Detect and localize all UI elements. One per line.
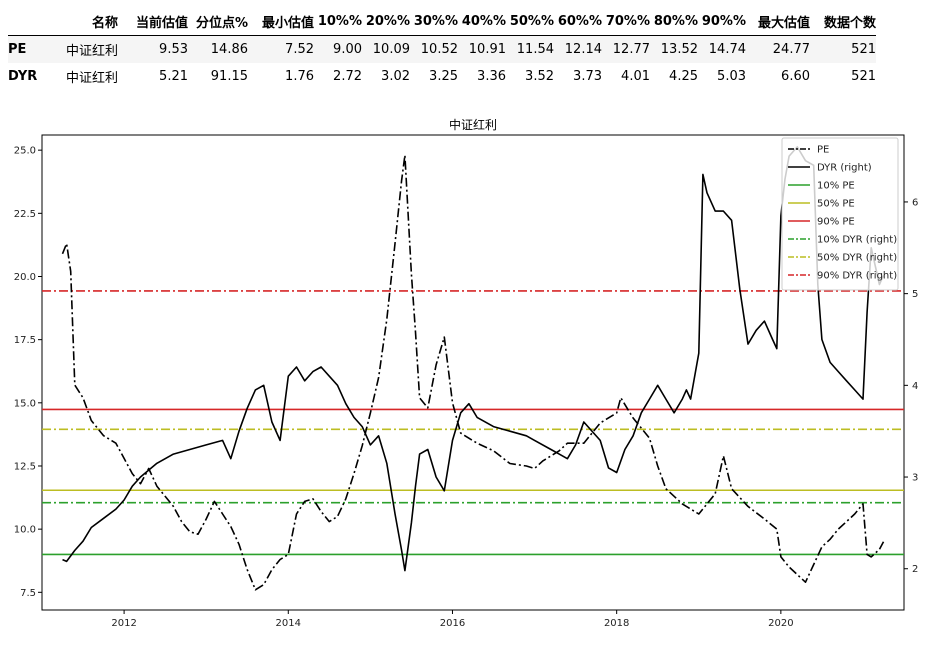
column-header: 名称: [52, 8, 118, 36]
table-cell: 3.02: [381, 69, 410, 84]
column-header: 80%%: [650, 8, 698, 36]
legend-label: PE: [817, 145, 829, 156]
legend-label: 90% DYR (right): [817, 271, 897, 282]
legend-label: 10% PE: [817, 181, 855, 192]
table-cell: 24.77: [746, 35, 810, 63]
y-right-tick-label: 2: [912, 564, 918, 575]
table-cell: 12.14: [554, 35, 602, 63]
column-header: 当前估值: [118, 8, 188, 36]
table-cell: 5.03: [717, 69, 746, 84]
column-header: 90%%: [698, 8, 746, 36]
column-header: 30%%: [410, 8, 458, 36]
table-cell: 中证红利: [65, 71, 118, 86]
table-cell: 3.25: [429, 69, 458, 84]
legend-label: 50% PE: [817, 199, 855, 210]
y-left-tick-label: 12.5: [14, 461, 36, 472]
y-left-tick-label: 25.0: [14, 146, 36, 157]
table-cell: 13.52: [650, 35, 698, 63]
column-header: 50%%: [506, 8, 554, 36]
table-cell: 10.91: [458, 35, 506, 63]
column-header: 60%%: [554, 8, 602, 36]
table-header-row: 名称 当前估值 分位点% 最小估值 10%% 20%% 30%% 40%% 50%% 60%% 70…: [8, 8, 876, 36]
table-cell: 91.15: [210, 69, 248, 84]
column-header: 70%%: [602, 8, 650, 36]
table-cell: 6.60: [781, 69, 810, 84]
valuation-chart: 中证红利 2012 2014 2016 2018 2020 7.5 10.0 12.5 15.0 1…: [14, 117, 919, 629]
column-header: 数据个数: [810, 8, 876, 36]
column-header: 40%%: [458, 8, 506, 36]
column-header: 10%%: [314, 8, 362, 36]
table-cell: 14.74: [698, 35, 746, 63]
table-cell: 9.53: [118, 35, 188, 63]
x-tick-label: 2018: [604, 618, 629, 629]
legend-box: [781, 137, 899, 291]
x-tick-label: 2016: [440, 618, 465, 629]
table-row: PE 中证红利 9.53 14.86 7.52 9.00 10.09 10.52 10.91 11…: [8, 35, 876, 63]
table-cell: 3.52: [525, 69, 554, 84]
table-cell: 7.52: [248, 35, 314, 63]
legend-label: DYR (right): [817, 163, 872, 174]
y-left-tick-label: 22.5: [14, 209, 36, 220]
y-right-tick-label: 5: [912, 289, 918, 300]
table-cell: 中证红利: [52, 35, 118, 63]
table-cell: 9.00: [314, 35, 362, 63]
table-cell: 521: [810, 35, 876, 63]
header-blank: [8, 8, 52, 36]
table-cell: 10.09: [362, 35, 410, 63]
legend-label: 90% PE: [817, 217, 855, 228]
y-left-tick-label: 7.5: [20, 588, 36, 599]
table-cell: 11.54: [506, 35, 554, 63]
table-row: DYR 中证红利 5.21 91.15 1.76 2.72 3.02 3.25 3.36 3.52…: [8, 63, 876, 90]
x-tick-label: 2014: [276, 618, 301, 629]
table-cell: 3.36: [477, 69, 506, 84]
table-cell: 10.52: [410, 35, 458, 63]
legend: PE DYR (right) 10% PE 50% PE 90% PE 10% DYR (…: [781, 137, 899, 291]
column-header: 最小估值: [248, 8, 314, 36]
y-left-tick-label: 20.0: [14, 272, 36, 283]
column-header: 最大估值: [746, 8, 810, 36]
plot-frame: [41, 134, 905, 611]
column-header: 分位点%: [188, 8, 248, 36]
y-right-tick-label: 4: [912, 381, 918, 392]
valuation-table: 名称 当前估值 分位点% 最小估值 10%% 20%% 30%% 40%% 50%% 60%% 70…: [8, 8, 876, 90]
x-tick-label: 2020: [768, 618, 793, 629]
chart-title: 中证红利: [449, 117, 497, 132]
table-cell: 12.77: [602, 35, 650, 63]
table-cell: 1.76: [285, 69, 314, 84]
table-cell: 2.72: [333, 69, 362, 84]
table-cell: 521: [851, 69, 876, 84]
y-left-tick-label: 15.0: [14, 398, 36, 409]
y-left-tick-label: 10.0: [14, 525, 36, 536]
table-cell: 4.25: [669, 69, 698, 84]
x-tick-label: 2012: [111, 618, 136, 629]
y-right-tick-label: 6: [912, 197, 918, 208]
column-header: 20%%: [362, 8, 410, 36]
y-left-tick-label: 17.5: [14, 335, 36, 346]
row-label: PE: [8, 35, 52, 63]
series-line-dyr: [62, 146, 885, 572]
table-cell: 5.21: [159, 69, 188, 84]
table-cell: 4.01: [621, 69, 650, 84]
table-cell: 3.73: [573, 69, 602, 84]
y-right-tick-label: 3: [912, 473, 918, 484]
legend-label: 10% DYR (right): [817, 235, 897, 246]
series-line-pe: [61, 154, 885, 591]
legend-label: 50% DYR (right): [817, 253, 897, 264]
row-label: DYR: [8, 69, 38, 84]
table-cell: 14.86: [188, 35, 248, 63]
